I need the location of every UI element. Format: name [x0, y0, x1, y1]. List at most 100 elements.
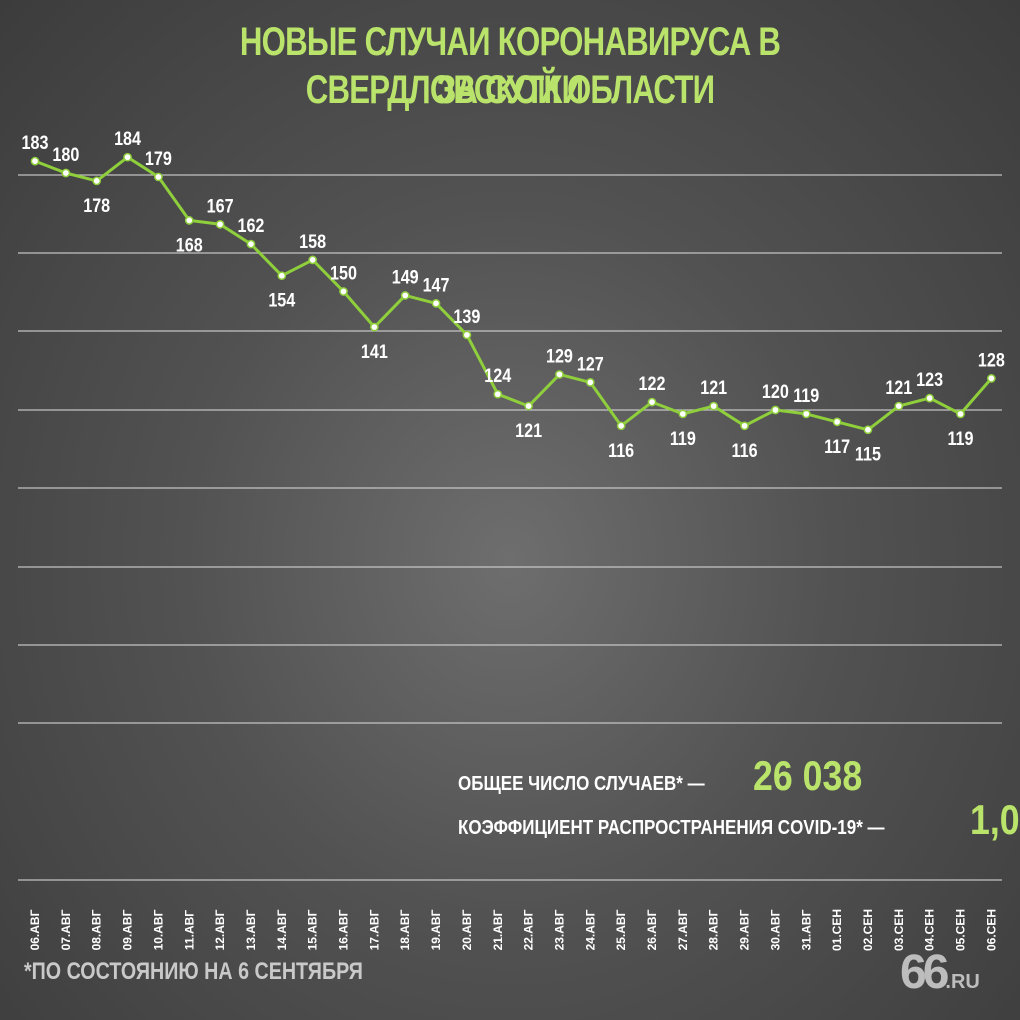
x-tick-label: 14.АВГ	[275, 909, 289, 950]
data-point	[123, 152, 132, 162]
data-point	[370, 322, 379, 332]
data-label: 119	[947, 428, 973, 450]
spread-coefficient-label: КОЭФФИЦИЕНТ РАСПРОСТРАНЕНИЯ COVID-19* —	[458, 817, 885, 839]
data-label: 124	[484, 365, 511, 387]
data-point	[339, 287, 348, 296]
data-label: 183	[22, 132, 49, 154]
data-label: 184	[114, 128, 141, 150]
x-tick-label: 04.СЕН	[923, 909, 937, 951]
x-tick-label: 29.АВГ	[738, 909, 752, 950]
data-point	[925, 393, 935, 403]
x-tick-label: 19.АВГ	[429, 909, 443, 950]
data-label: 154	[268, 289, 295, 311]
x-tick-label: 16.АВГ	[337, 909, 351, 950]
data-point	[740, 421, 749, 431]
data-label: 158	[299, 231, 326, 253]
data-point	[771, 405, 780, 415]
logo-suffix: .RU	[945, 971, 980, 993]
x-tick-label: 10.АВГ	[151, 909, 165, 950]
x-tick-label: 25.АВГ	[614, 909, 628, 950]
data-label: 147	[423, 274, 450, 296]
data-label: 168	[176, 234, 203, 256]
series-line	[34, 155, 993, 432]
data-label: 121	[885, 377, 912, 399]
data-point	[493, 389, 503, 399]
data-label: 141	[361, 341, 388, 363]
data-point	[585, 378, 595, 387]
x-tick-label: 06.СЕН	[984, 909, 998, 951]
data-label: 120	[762, 381, 789, 403]
x-tick-label: 02.СЕН	[861, 909, 875, 951]
x-tick-label: 21.АВГ	[491, 909, 505, 950]
x-tick-label: 15.АВГ	[306, 909, 320, 950]
x-tick-label: 18.АВГ	[398, 909, 412, 950]
data-point	[246, 239, 256, 249]
data-point	[524, 401, 533, 411]
data-point	[308, 255, 317, 265]
data-label: 179	[145, 148, 172, 170]
data-point	[61, 168, 71, 178]
data-label: 180	[52, 144, 79, 166]
data-label: 178	[83, 195, 110, 217]
data-label: 139	[453, 306, 480, 328]
data-label: 128	[978, 349, 1005, 371]
data-label: 117	[824, 436, 850, 458]
x-tick-label: 06.АВГ	[28, 909, 42, 950]
data-point	[462, 330, 472, 340]
data-label: 121	[700, 377, 727, 399]
x-tick-label: 27.АВГ	[676, 909, 690, 950]
spread-coefficient-value: 1,04	[970, 796, 1020, 843]
data-point	[863, 425, 873, 435]
data-point	[678, 409, 688, 419]
data-label: 150	[330, 262, 357, 284]
site-logo: 66.RU	[900, 945, 980, 1000]
data-label: 162	[237, 215, 264, 237]
data-point	[647, 397, 657, 407]
x-tick-label: 08.АВГ	[90, 909, 104, 950]
x-tick-label: 05.СЕН	[954, 909, 968, 951]
x-tick-label: 12.АВГ	[213, 909, 227, 950]
data-point	[801, 409, 811, 419]
data-label: 121	[515, 420, 542, 442]
x-tick-label: 17.АВГ	[367, 909, 381, 950]
data-label: 127	[577, 353, 604, 375]
data-point	[30, 156, 40, 166]
x-tick-label: 13.АВГ	[244, 909, 258, 950]
x-tick-label: 01.СЕН	[830, 909, 844, 951]
x-tick-label: 03.СЕН	[892, 909, 906, 951]
data-point	[555, 370, 564, 379]
data-point	[616, 421, 626, 431]
data-point	[956, 409, 965, 419]
data-label: 116	[608, 440, 634, 462]
x-tick-label: 07.АВГ	[59, 909, 73, 950]
x-tick-label: 09.АВГ	[121, 909, 135, 950]
total-cases-label: ОБЩЕЕ ЧИСЛО СЛУЧАЕВ* —	[458, 773, 705, 795]
footnote: *ПО СОСТОЯНИЮ НА 6 СЕНТЯБРЯ	[24, 958, 363, 985]
data-label: 115	[855, 444, 881, 466]
data-point	[154, 172, 163, 182]
data-point	[92, 176, 102, 186]
spread-coefficient-row: КОЭФФИЦИЕНТ РАСПРОСТРАНЕНИЯ COVID-19* — …	[458, 796, 1020, 844]
x-tick-label: 22.АВГ	[522, 909, 536, 950]
data-label: 167	[207, 195, 234, 217]
data-label: 119	[793, 385, 819, 407]
data-label: 122	[639, 373, 666, 395]
data-point	[832, 417, 842, 427]
chart-title-line-1: НОВЫЕ СЛУЧАИ КОРОНАВИРУСА В СВЕРДЛОВСКОЙ…	[239, 20, 781, 112]
chart-title-line-2: ЗА СУТКИ	[436, 68, 584, 112]
total-cases-row: ОБЩЕЕ ЧИСЛО СЛУЧАЕВ* — 26 038	[458, 752, 881, 800]
data-label: 116	[732, 440, 758, 462]
data-point	[215, 220, 225, 229]
x-tick-label: 11.АВГ	[182, 910, 196, 950]
data-label: 149	[392, 266, 419, 288]
x-tick-label: 26.АВГ	[645, 909, 659, 950]
data-point	[894, 401, 904, 411]
x-tick-label: 30.АВГ	[768, 909, 782, 950]
data-point	[431, 299, 441, 308]
logo-main: 66	[900, 946, 949, 999]
total-cases-value: 26 038	[752, 752, 862, 799]
data-point	[987, 374, 996, 383]
data-label: 119	[670, 428, 696, 450]
x-tick-label: 23.АВГ	[552, 909, 566, 950]
